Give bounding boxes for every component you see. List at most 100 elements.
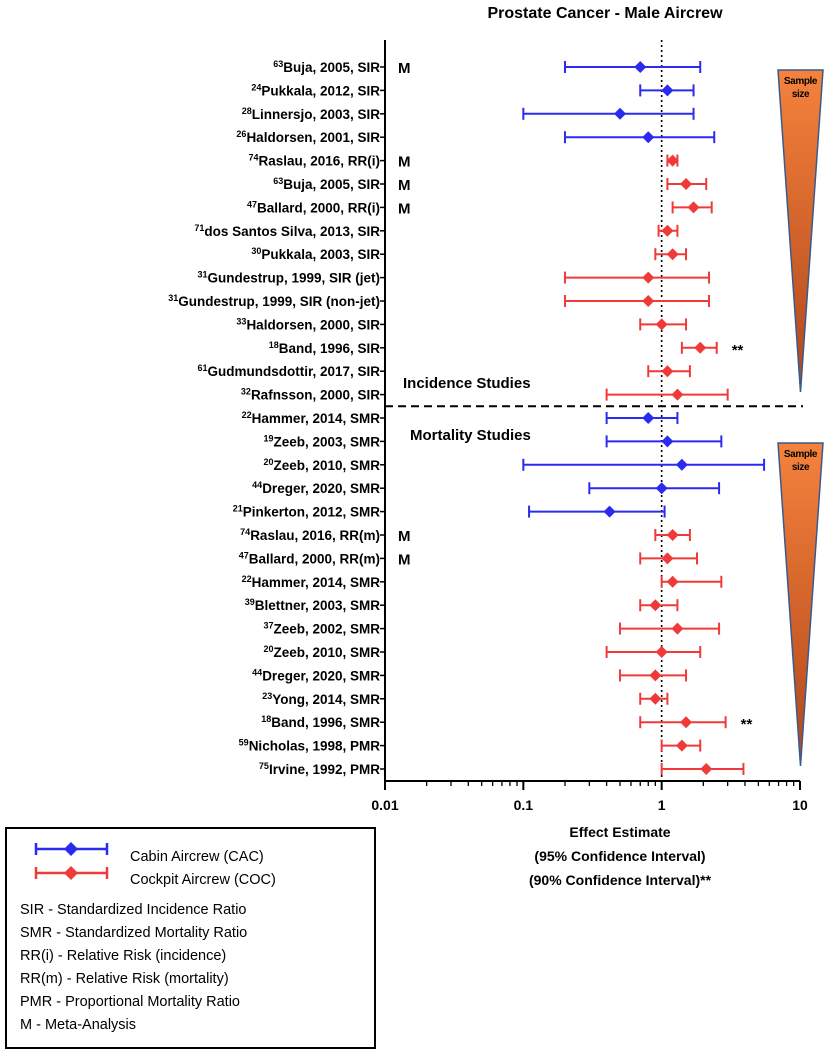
point-estimate bbox=[694, 341, 707, 354]
study-label: 63Buja, 2005, SIR bbox=[273, 176, 380, 192]
x-tick-label: 10 bbox=[792, 797, 808, 813]
study-label: 71dos Santos Silva, 2013, SIR bbox=[194, 223, 380, 239]
study-row: 63Buja, 2005, SIR M bbox=[273, 176, 708, 194]
study-row: 47Ballard, 2000, RR(m) M bbox=[239, 550, 698, 568]
study-label: 37Zeeb, 2002, SMR bbox=[263, 621, 380, 637]
sample-size-label: Sample bbox=[784, 449, 818, 460]
meta-analysis-marker: M bbox=[398, 200, 411, 217]
study-label: 26Haldorsen, 2001, SIR bbox=[236, 129, 380, 145]
meta-analysis-marker: M bbox=[398, 154, 411, 171]
study-label: 33Haldorsen, 2000, SIR bbox=[236, 316, 380, 332]
study-label: 59Nicholas, 1998, PMR bbox=[239, 738, 381, 754]
incidence-sample-size: Sample size bbox=[777, 69, 824, 393]
study-row: 71dos Santos Silva, 2013, SIR bbox=[194, 223, 679, 239]
study-label: 44Dreger, 2020, SMR bbox=[252, 480, 380, 496]
study-label: 47Ballard, 2000, RR(i) bbox=[247, 199, 380, 215]
point-estimate bbox=[661, 365, 674, 378]
point-estimate bbox=[661, 224, 674, 237]
study-row: 33Haldorsen, 2000, SIR bbox=[236, 316, 688, 332]
study-row: 23Yong, 2014, SMR bbox=[262, 691, 669, 707]
study-row: 18Band, 1996, SMR ** bbox=[261, 714, 752, 733]
study-row: 74Raslau, 2016, RR(i) M bbox=[248, 153, 679, 171]
study-row: 63Buja, 2005, SIR M bbox=[273, 59, 702, 77]
sample-size-label: size bbox=[792, 89, 810, 100]
study-row: 59Nicholas, 1998, PMR bbox=[239, 738, 702, 754]
point-estimate bbox=[671, 388, 684, 401]
point-estimate bbox=[649, 599, 662, 612]
study-row: 44Dreger, 2020, SMR bbox=[252, 667, 688, 683]
point-estimate bbox=[666, 575, 679, 588]
study-label: 63Buja, 2005, SIR bbox=[273, 59, 380, 75]
study-row: 24Pukkala, 2012, SIR bbox=[251, 82, 695, 98]
point-estimate bbox=[649, 692, 662, 705]
chart-annotations: Sample size Sample size bbox=[385, 69, 824, 767]
study-row: 30Pukkala, 2003, SIR bbox=[251, 246, 688, 262]
study-label: 28Linnersjo, 2003, SIR bbox=[242, 106, 381, 122]
study-row: 32Rafnsson, 2000, SIR bbox=[241, 387, 729, 403]
sample-size-triangle bbox=[777, 442, 824, 767]
study-label: 21Pinkerton, 2012, SMR bbox=[233, 504, 381, 520]
meta-analysis-marker: M bbox=[398, 177, 411, 194]
point-estimate bbox=[634, 61, 647, 73]
sample-size-label: Sample bbox=[784, 76, 818, 87]
study-label: 24Pukkala, 2012, SIR bbox=[251, 82, 380, 98]
study-row: 31Gundestrup, 1999, SIR (non-jet) bbox=[168, 293, 711, 309]
x-tick-label: 1 bbox=[658, 797, 666, 813]
point-estimate bbox=[680, 716, 693, 729]
legend-abbr-rrm: RR(m) - Relative Risk (mortality) bbox=[20, 971, 229, 987]
study-row: 31Gundestrup, 1999, SIR (jet) bbox=[197, 270, 711, 286]
legend-abbr-rri: RR(i) - Relative Risk (incidence) bbox=[20, 948, 226, 964]
sample-size-label: size bbox=[792, 462, 810, 473]
study-row: 26Haldorsen, 2001, SIR bbox=[236, 129, 716, 145]
study-label: 30Pukkala, 2003, SIR bbox=[251, 246, 380, 262]
point-estimate bbox=[661, 84, 674, 97]
study-label: 47Ballard, 2000, RR(m) bbox=[239, 550, 380, 566]
study-label: 19Zeeb, 2003, SMR bbox=[263, 433, 380, 449]
study-label: 23Yong, 2014, SMR bbox=[262, 691, 380, 707]
study-row: 39Blettner, 2003, SMR bbox=[245, 597, 679, 613]
study-row: 75Irvine, 1992, PMR bbox=[259, 761, 745, 777]
legend-abbr-meta: M - Meta-Analysis bbox=[20, 1017, 136, 1033]
x-tick-label: 0.01 bbox=[371, 797, 398, 813]
legend-cabin-label: Cabin Aircrew (CAC) bbox=[130, 849, 264, 865]
study-row: 74Raslau, 2016, RR(m) M bbox=[240, 527, 691, 545]
study-label: 61Gudmundsdottir, 2017, SIR bbox=[197, 363, 380, 379]
chart-title: Prostate Cancer - Male Aircrew bbox=[487, 5, 723, 22]
study-label: 44Dreger, 2020, SMR bbox=[252, 667, 380, 683]
study-label: 20Zeeb, 2010, SMR bbox=[263, 457, 380, 473]
point-estimate bbox=[603, 505, 616, 518]
legend-cabin-marker bbox=[34, 842, 109, 856]
point-estimate bbox=[642, 412, 655, 424]
legend-abbr-sir: SIR - Standardized Incidence Ratio bbox=[20, 902, 247, 918]
meta-analysis-marker: M bbox=[398, 60, 411, 77]
point-estimate bbox=[687, 201, 700, 214]
point-estimate bbox=[642, 131, 655, 144]
incidence-section-label: Incidence Studies bbox=[403, 375, 531, 392]
legend-cockpit-label: Cockpit Aircrew (COC) bbox=[130, 872, 276, 888]
study-label: 39Blettner, 2003, SMR bbox=[245, 597, 381, 613]
study-row: 37Zeeb, 2002, SMR bbox=[263, 621, 721, 637]
x-axis-subtitle-95: (95% Confidence Interval) bbox=[534, 848, 705, 864]
study-row: 21Pinkerton, 2012, SMR bbox=[233, 504, 666, 520]
legend-cockpit-marker bbox=[34, 866, 109, 880]
study-label: 31Gundestrup, 1999, SIR (non-jet) bbox=[168, 293, 380, 309]
study-label: 32Rafnsson, 2000, SIR bbox=[241, 387, 380, 403]
study-label: 74Raslau, 2016, RR(m) bbox=[240, 527, 380, 543]
point-estimate bbox=[675, 739, 688, 752]
point-estimate bbox=[661, 435, 674, 448]
study-label: 20Zeeb, 2010, SMR bbox=[263, 644, 380, 660]
study-label: 22Hammer, 2014, SMR bbox=[242, 574, 381, 590]
point-estimate bbox=[680, 178, 693, 190]
legend: Cabin Aircrew (CAC) Cockpit Aircrew (COC… bbox=[5, 827, 376, 1049]
study-label: 18Band, 1996, SIR bbox=[269, 340, 381, 356]
point-estimate bbox=[655, 646, 668, 658]
study-label: 22Hammer, 2014, SMR bbox=[242, 410, 381, 426]
point-estimate bbox=[661, 552, 674, 565]
x-axis-title: Effect Estimate bbox=[569, 824, 670, 840]
study-rows: 63Buja, 2005, SIR M 24Pukkala, 2012, SIR 28… bbox=[168, 59, 766, 777]
point-estimate bbox=[649, 669, 662, 682]
point-estimate bbox=[642, 271, 655, 284]
study-row: 18Band, 1996, SIR ** bbox=[269, 340, 744, 359]
point-estimate bbox=[666, 529, 679, 541]
